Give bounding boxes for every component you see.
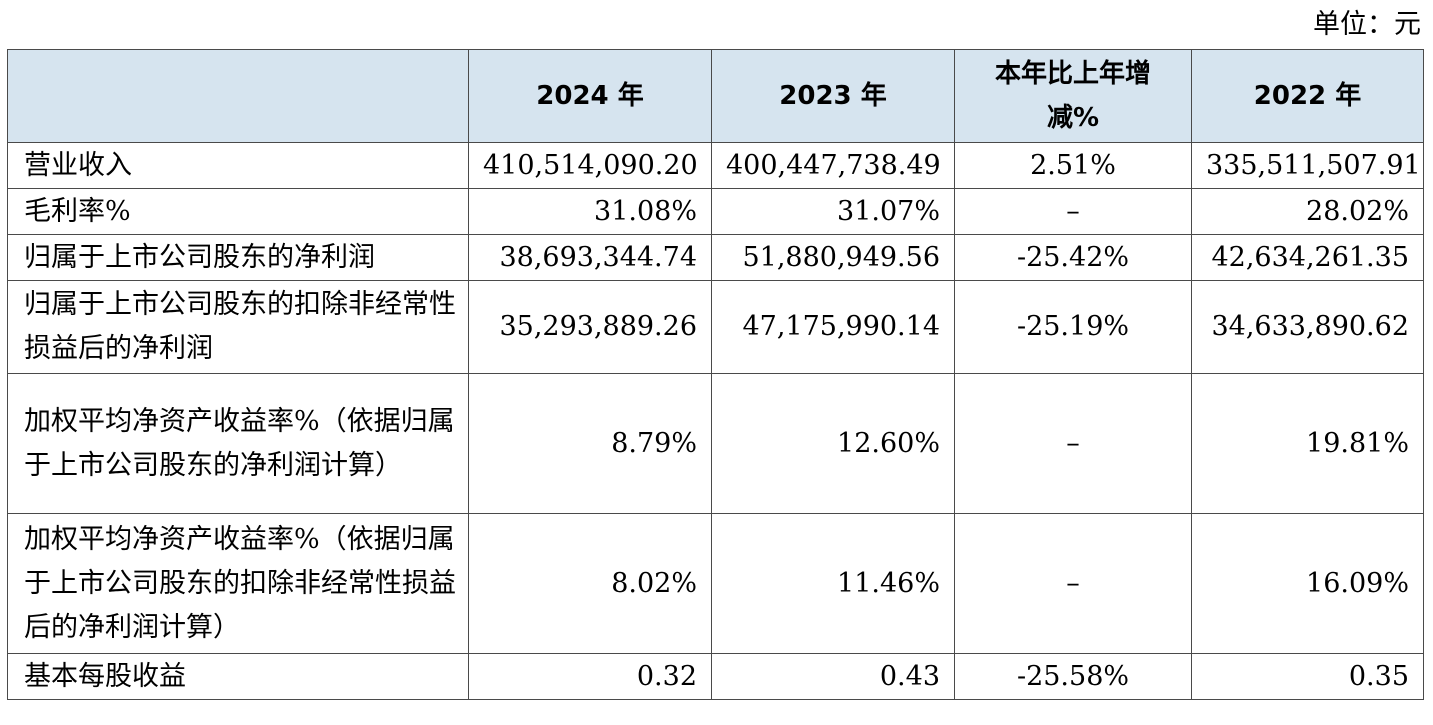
cell-2022: 34,633,890.62	[1191, 280, 1424, 374]
cell-change: -25.58%	[954, 653, 1192, 700]
cell-2024: 410,514,090.20	[468, 142, 712, 189]
cell-change: –	[954, 373, 1192, 514]
table-row: 归属于上市公司股东的扣除非经常性损益后的净利润 35,293,889.26 47…	[7, 280, 1424, 374]
table-row: 加权平均净资产收益率%（依据归属于上市公司股东的净利润计算） 8.79% 12.…	[7, 373, 1424, 514]
table-row: 加权平均净资产收益率%（依据归属于上市公司股东的扣除非经常性损益后的净利润计算）…	[7, 513, 1424, 654]
table-row: 基本每股收益 0.32 0.43 -25.58% 0.35	[7, 653, 1424, 700]
cell-2022: 16.09%	[1191, 513, 1424, 654]
row-label: 加权平均净资产收益率%（依据归属于上市公司股东的扣除非经常性损益后的净利润计算）	[7, 513, 469, 654]
cell-2023: 47,175,990.14	[711, 280, 955, 374]
cell-2022: 28.02%	[1191, 188, 1424, 235]
cell-2024: 35,293,889.26	[468, 280, 712, 374]
cell-change: –	[954, 188, 1192, 235]
cell-2023: 11.46%	[711, 513, 955, 654]
row-label: 营业收入	[7, 142, 469, 189]
cell-2023: 31.07%	[711, 188, 955, 235]
cell-2022: 42,634,261.35	[1191, 234, 1424, 281]
table-header-row: 2024 年 2023 年 本年比上年增减% 2022 年	[7, 49, 1424, 143]
header-item	[7, 49, 469, 143]
header-year-2024: 2024 年	[468, 49, 712, 143]
cell-2024: 8.79%	[468, 373, 712, 514]
cell-2024: 38,693,344.74	[468, 234, 712, 281]
cell-2023: 12.60%	[711, 373, 955, 514]
header-yoy-change: 本年比上年增减%	[954, 49, 1192, 143]
header-year-2022: 2022 年	[1191, 49, 1424, 143]
row-label: 加权平均净资产收益率%（依据归属于上市公司股东的净利润计算）	[7, 373, 469, 514]
cell-2023: 51,880,949.56	[711, 234, 955, 281]
cell-2023: 400,447,738.49	[711, 142, 955, 189]
cell-change: -25.19%	[954, 280, 1192, 374]
cell-2022: 19.81%	[1191, 373, 1424, 514]
unit-label: 单位：元	[1313, 9, 1421, 40]
cell-2024: 8.02%	[468, 513, 712, 654]
cell-2024: 0.32	[468, 653, 712, 700]
row-label: 基本每股收益	[7, 653, 469, 700]
row-label: 归属于上市公司股东的净利润	[7, 234, 469, 281]
row-label: 毛利率%	[7, 188, 469, 235]
table-row: 归属于上市公司股东的净利润 38,693,344.74 51,880,949.5…	[7, 234, 1424, 281]
cell-2024: 31.08%	[468, 188, 712, 235]
table-row: 毛利率% 31.08% 31.07% – 28.02%	[7, 188, 1424, 235]
cell-change: -25.42%	[954, 234, 1192, 281]
cell-2022: 0.35	[1191, 653, 1424, 700]
cell-2022: 335,511,507.91	[1191, 142, 1424, 189]
row-label: 归属于上市公司股东的扣除非经常性损益后的净利润	[7, 280, 469, 374]
table-row: 营业收入 410,514,090.20 400,447,738.49 2.51%…	[7, 142, 1424, 189]
financial-summary-table: 2024 年 2023 年 本年比上年增减% 2022 年 营业收入 410,5…	[7, 49, 1424, 700]
cell-change: –	[954, 513, 1192, 654]
cell-2023: 0.43	[711, 653, 955, 700]
cell-change: 2.51%	[954, 142, 1192, 189]
header-year-2023: 2023 年	[711, 49, 955, 143]
